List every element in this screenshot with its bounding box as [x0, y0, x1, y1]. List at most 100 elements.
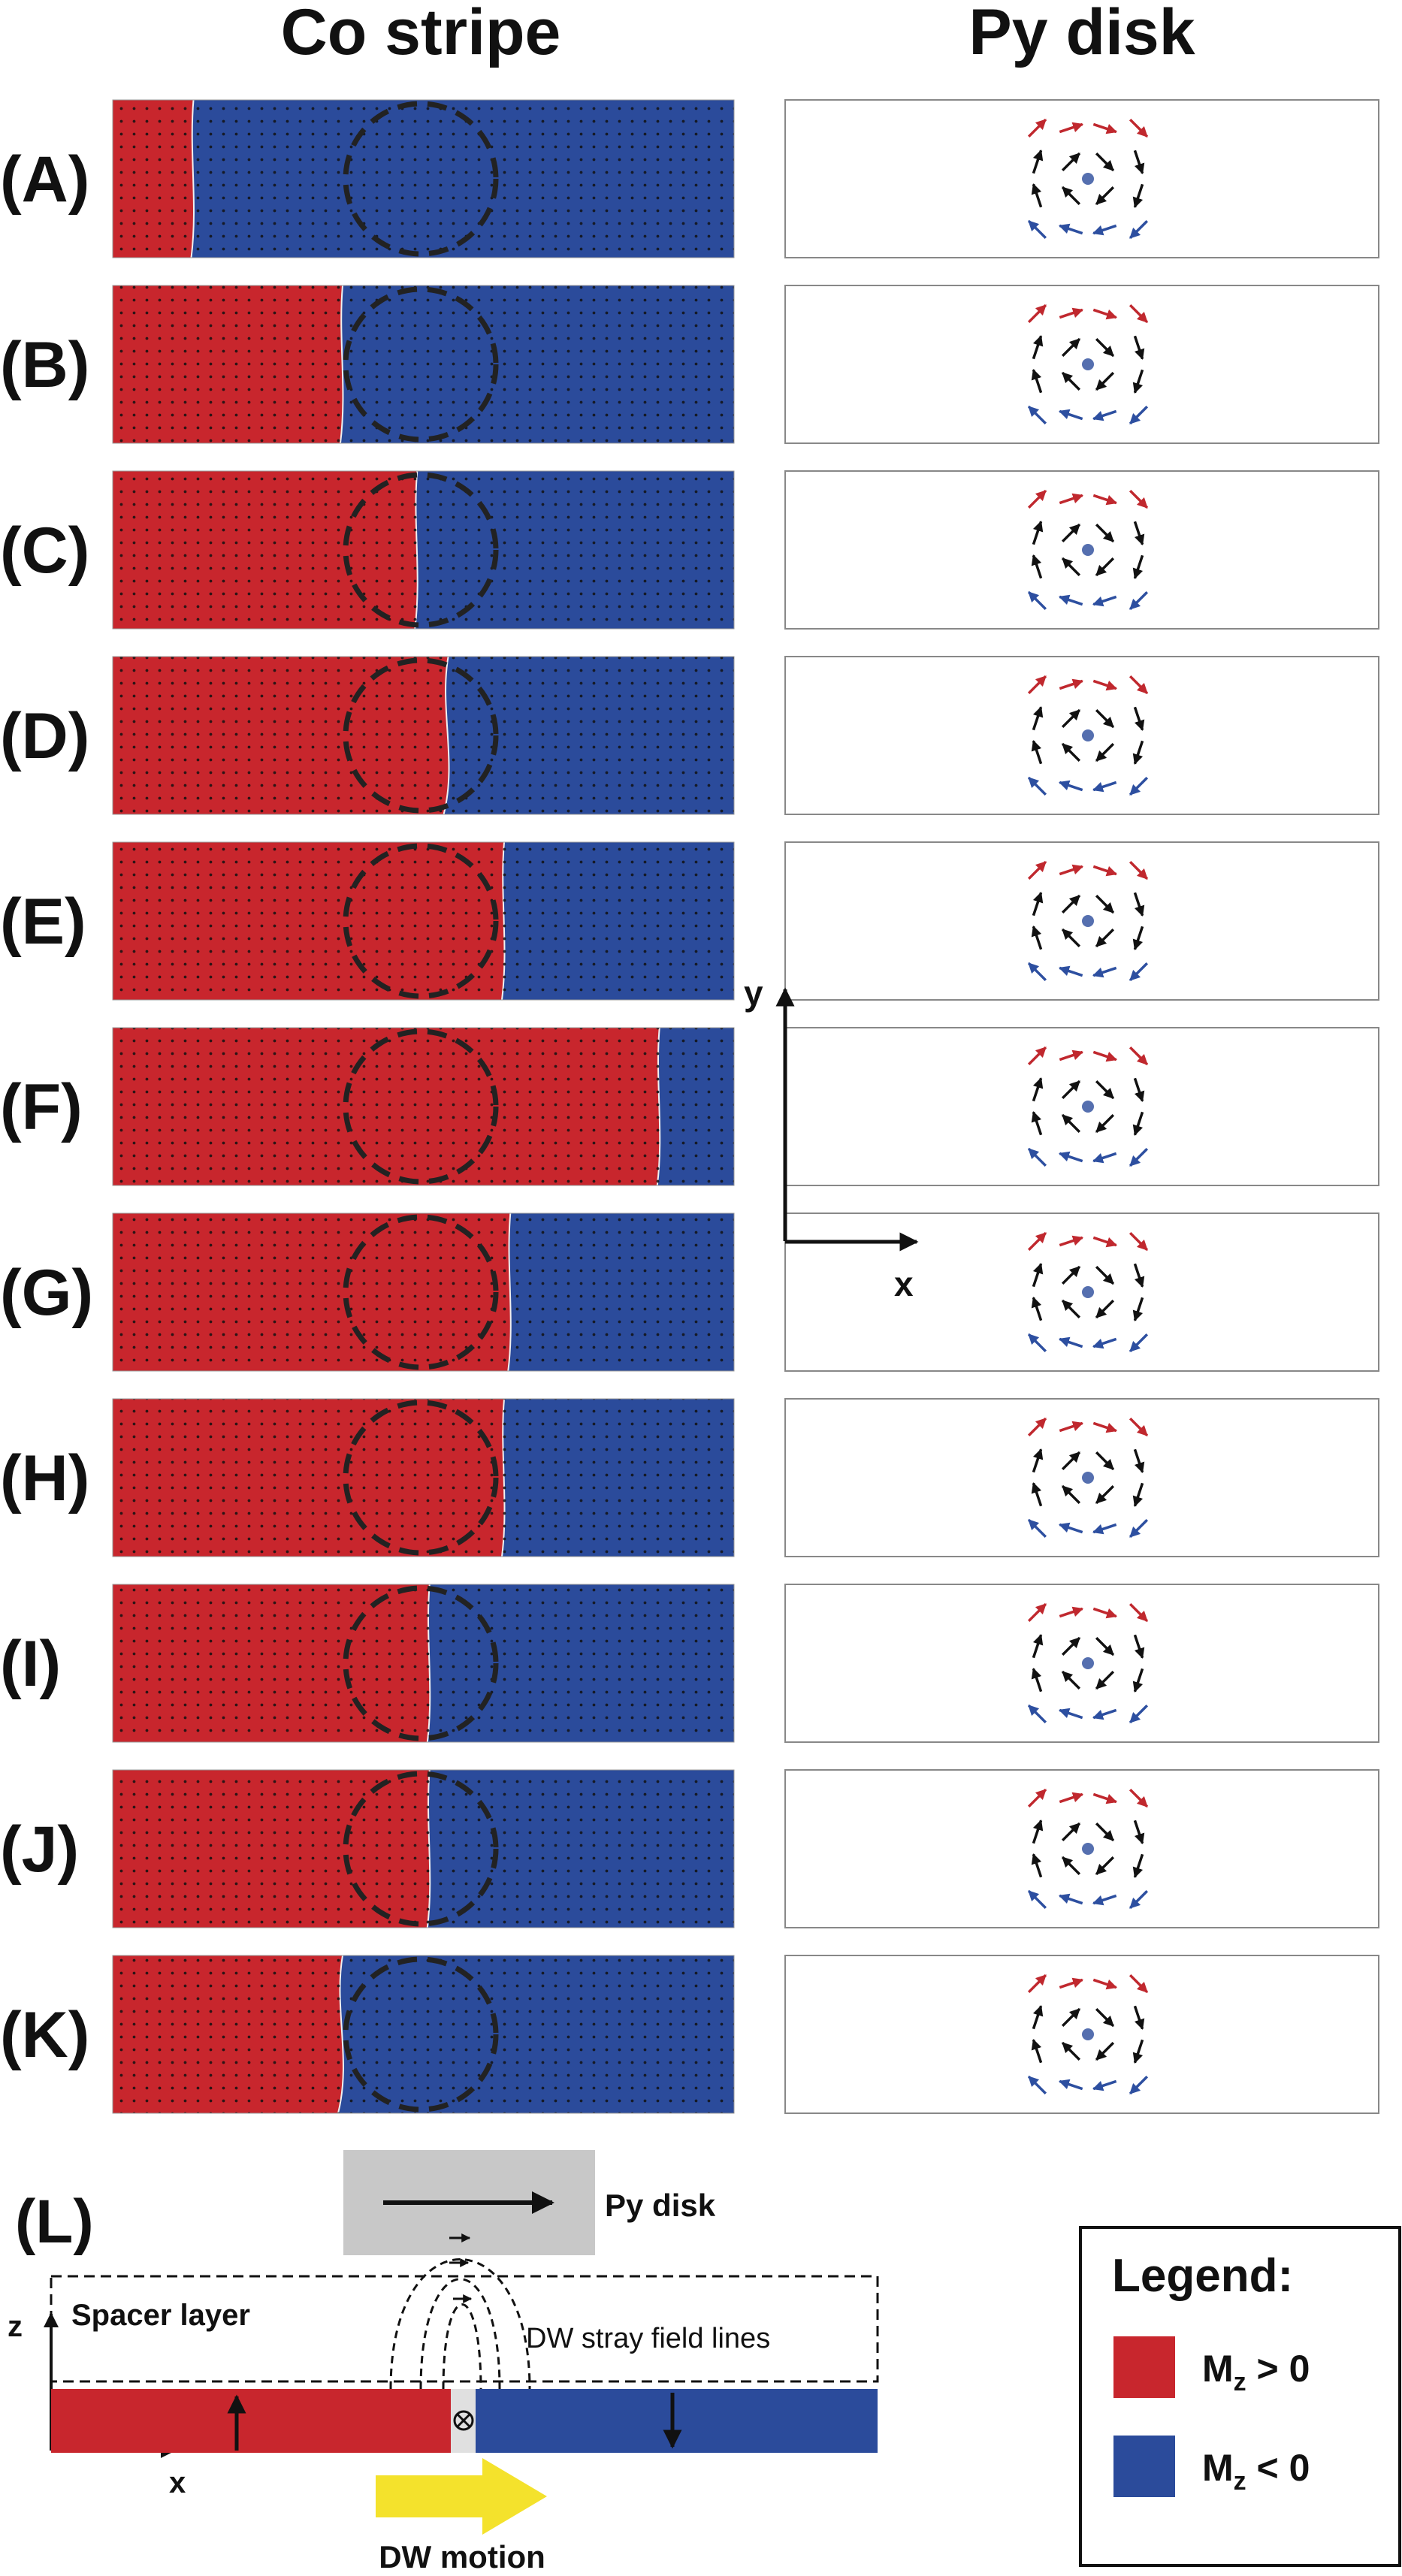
panel-row-C: (C) — [0, 470, 1379, 630]
panel-label: (K) — [0, 1999, 89, 2071]
panel-label: (B) — [0, 329, 89, 401]
vortex-arrow-black — [1095, 557, 1115, 577]
vortex-arrow-black — [1133, 1448, 1145, 1474]
vortex-arrow-black — [1095, 1670, 1115, 1690]
vortex-core — [1082, 915, 1094, 927]
co-stripe — [112, 99, 735, 258]
co-stripe — [112, 1769, 735, 1928]
vortex-arrow-black — [1032, 891, 1044, 917]
vortex-arrow-red — [1129, 489, 1149, 509]
moment-dots — [113, 1955, 734, 2113]
stripe-border — [112, 1027, 735, 1186]
vortex-arrow-red — [1027, 1788, 1047, 1808]
vortex-arrow-blue — [1129, 2075, 1149, 2095]
vortex-arrow-black — [1095, 2041, 1115, 2061]
vortex-arrow-red — [1129, 118, 1149, 138]
panel-L-label: (L) — [15, 2188, 94, 2256]
vortex-arrow-black — [1132, 1853, 1144, 1879]
vortex-arrow-red — [1027, 489, 1047, 509]
vortex-arrow-blue — [1027, 776, 1047, 796]
vortex-arrow-red — [1059, 1049, 1084, 1062]
vortex-arrow-black — [1031, 1667, 1043, 1693]
vortex-arrow-blue — [1129, 1147, 1149, 1167]
vortex-arrow-red — [1129, 1417, 1149, 1437]
co-stripe — [112, 656, 735, 815]
vortex-arrow-black — [1031, 925, 1043, 950]
moment-dots — [113, 1399, 734, 1557]
stripe-border — [112, 1213, 735, 1372]
vortex-arrow-black — [1061, 1113, 1081, 1134]
vortex-arrow-black — [1095, 1822, 1115, 1842]
vortex-arrow-blue — [1027, 2075, 1047, 2095]
vortex-core — [1082, 358, 1094, 370]
legend-title: Legend: — [1112, 2250, 1293, 2302]
vortex-arrow-black — [1132, 1297, 1144, 1322]
vortex-arrow-blue — [1092, 224, 1117, 236]
vortex-arrow-black — [1061, 1636, 1081, 1656]
vortex-arrow-red — [1059, 864, 1084, 876]
panel-label: (I) — [0, 1628, 61, 1700]
py-disk-panel — [784, 470, 1379, 630]
vortex-arrow-blue — [1129, 219, 1149, 240]
co-stripe — [112, 1027, 735, 1186]
vortex-arrow-red — [1027, 1602, 1047, 1623]
vortex-arrow-black — [1032, 149, 1044, 174]
vortex-arrow-red — [1129, 860, 1149, 880]
vortex-arrow-blue — [1027, 1333, 1047, 1353]
legend-label-positive: Mz > 0 — [1202, 2348, 1310, 2396]
vortex-arrow-blue — [1092, 409, 1117, 421]
vortex-arrow-black — [1061, 557, 1081, 577]
vortex-core — [1082, 1101, 1094, 1113]
py-disk-outline — [343, 657, 499, 814]
co-stripe — [112, 1955, 735, 2114]
vortex-arrow-black — [1061, 186, 1081, 206]
vortex-arrow-red — [1059, 678, 1084, 690]
vortex-core — [1082, 729, 1094, 741]
vortex-arrow-red — [1129, 675, 1149, 695]
vortex-arrow-black — [1095, 1080, 1115, 1100]
py-disk-header: Py disk — [968, 0, 1195, 68]
vortex-arrow-red — [1092, 865, 1118, 877]
moment-dots — [113, 471, 734, 629]
vortex-arrow-blue — [1092, 2079, 1117, 2091]
vortex-arrow-black — [1133, 892, 1145, 917]
vortex-arrow-black — [1133, 1263, 1145, 1288]
vortex-arrow-black — [1095, 894, 1115, 914]
vortex-arrow-black — [1132, 2039, 1144, 2064]
panel-row-F: (F) — [0, 1027, 1379, 1186]
py-disk-panel — [784, 1955, 1379, 2114]
vortex-arrow-black — [1095, 1636, 1115, 1656]
vortex-arrow-red — [1092, 1792, 1118, 1804]
vortex-arrow-black — [1095, 152, 1115, 172]
vortex-core — [1082, 2028, 1094, 2040]
vortex-arrow-blue — [1092, 1894, 1117, 1906]
vortex-arrow-black — [1061, 2041, 1081, 2061]
vortex-arrow-black — [1032, 1819, 1044, 1844]
py-disk-outline — [343, 1214, 499, 1370]
vortex-arrow-black — [1061, 1299, 1081, 1319]
moment-dots — [113, 1213, 734, 1371]
vortex-arrow-black — [1061, 371, 1081, 391]
vortex-arrow-blue — [1129, 1518, 1149, 1539]
panel-row-B: (B) — [0, 285, 1379, 444]
moment-dots — [113, 1028, 734, 1185]
z-axis-label: z — [8, 2310, 23, 2343]
vortex-arrow-black — [1061, 1265, 1081, 1285]
vortex-arrow-red — [1027, 675, 1047, 695]
moment-dots — [113, 285, 734, 443]
panels-group: (A) (B) (C) (D) (E) (F) (G) (H) (I) (J) (K) — [0, 99, 1379, 2114]
vortex-arrow-black — [1031, 1296, 1043, 1321]
vortex-arrow-red — [1129, 1602, 1149, 1623]
vortex-arrow-blue — [1058, 594, 1083, 606]
vortex-arrow-red — [1092, 1978, 1118, 1990]
vortex-arrow-black — [1061, 1822, 1081, 1842]
vortex-arrow-blue — [1058, 1336, 1083, 1348]
vortex-arrow-black — [1032, 705, 1044, 731]
vortex-arrow-red — [1027, 860, 1047, 880]
py-disk-outline — [343, 843, 499, 999]
vortex-arrow-blue — [1027, 219, 1047, 240]
py-disk-panel — [784, 1584, 1379, 1743]
panel-row-I: (I) — [0, 1584, 1379, 1743]
vortex-arrow-black — [1031, 554, 1043, 579]
